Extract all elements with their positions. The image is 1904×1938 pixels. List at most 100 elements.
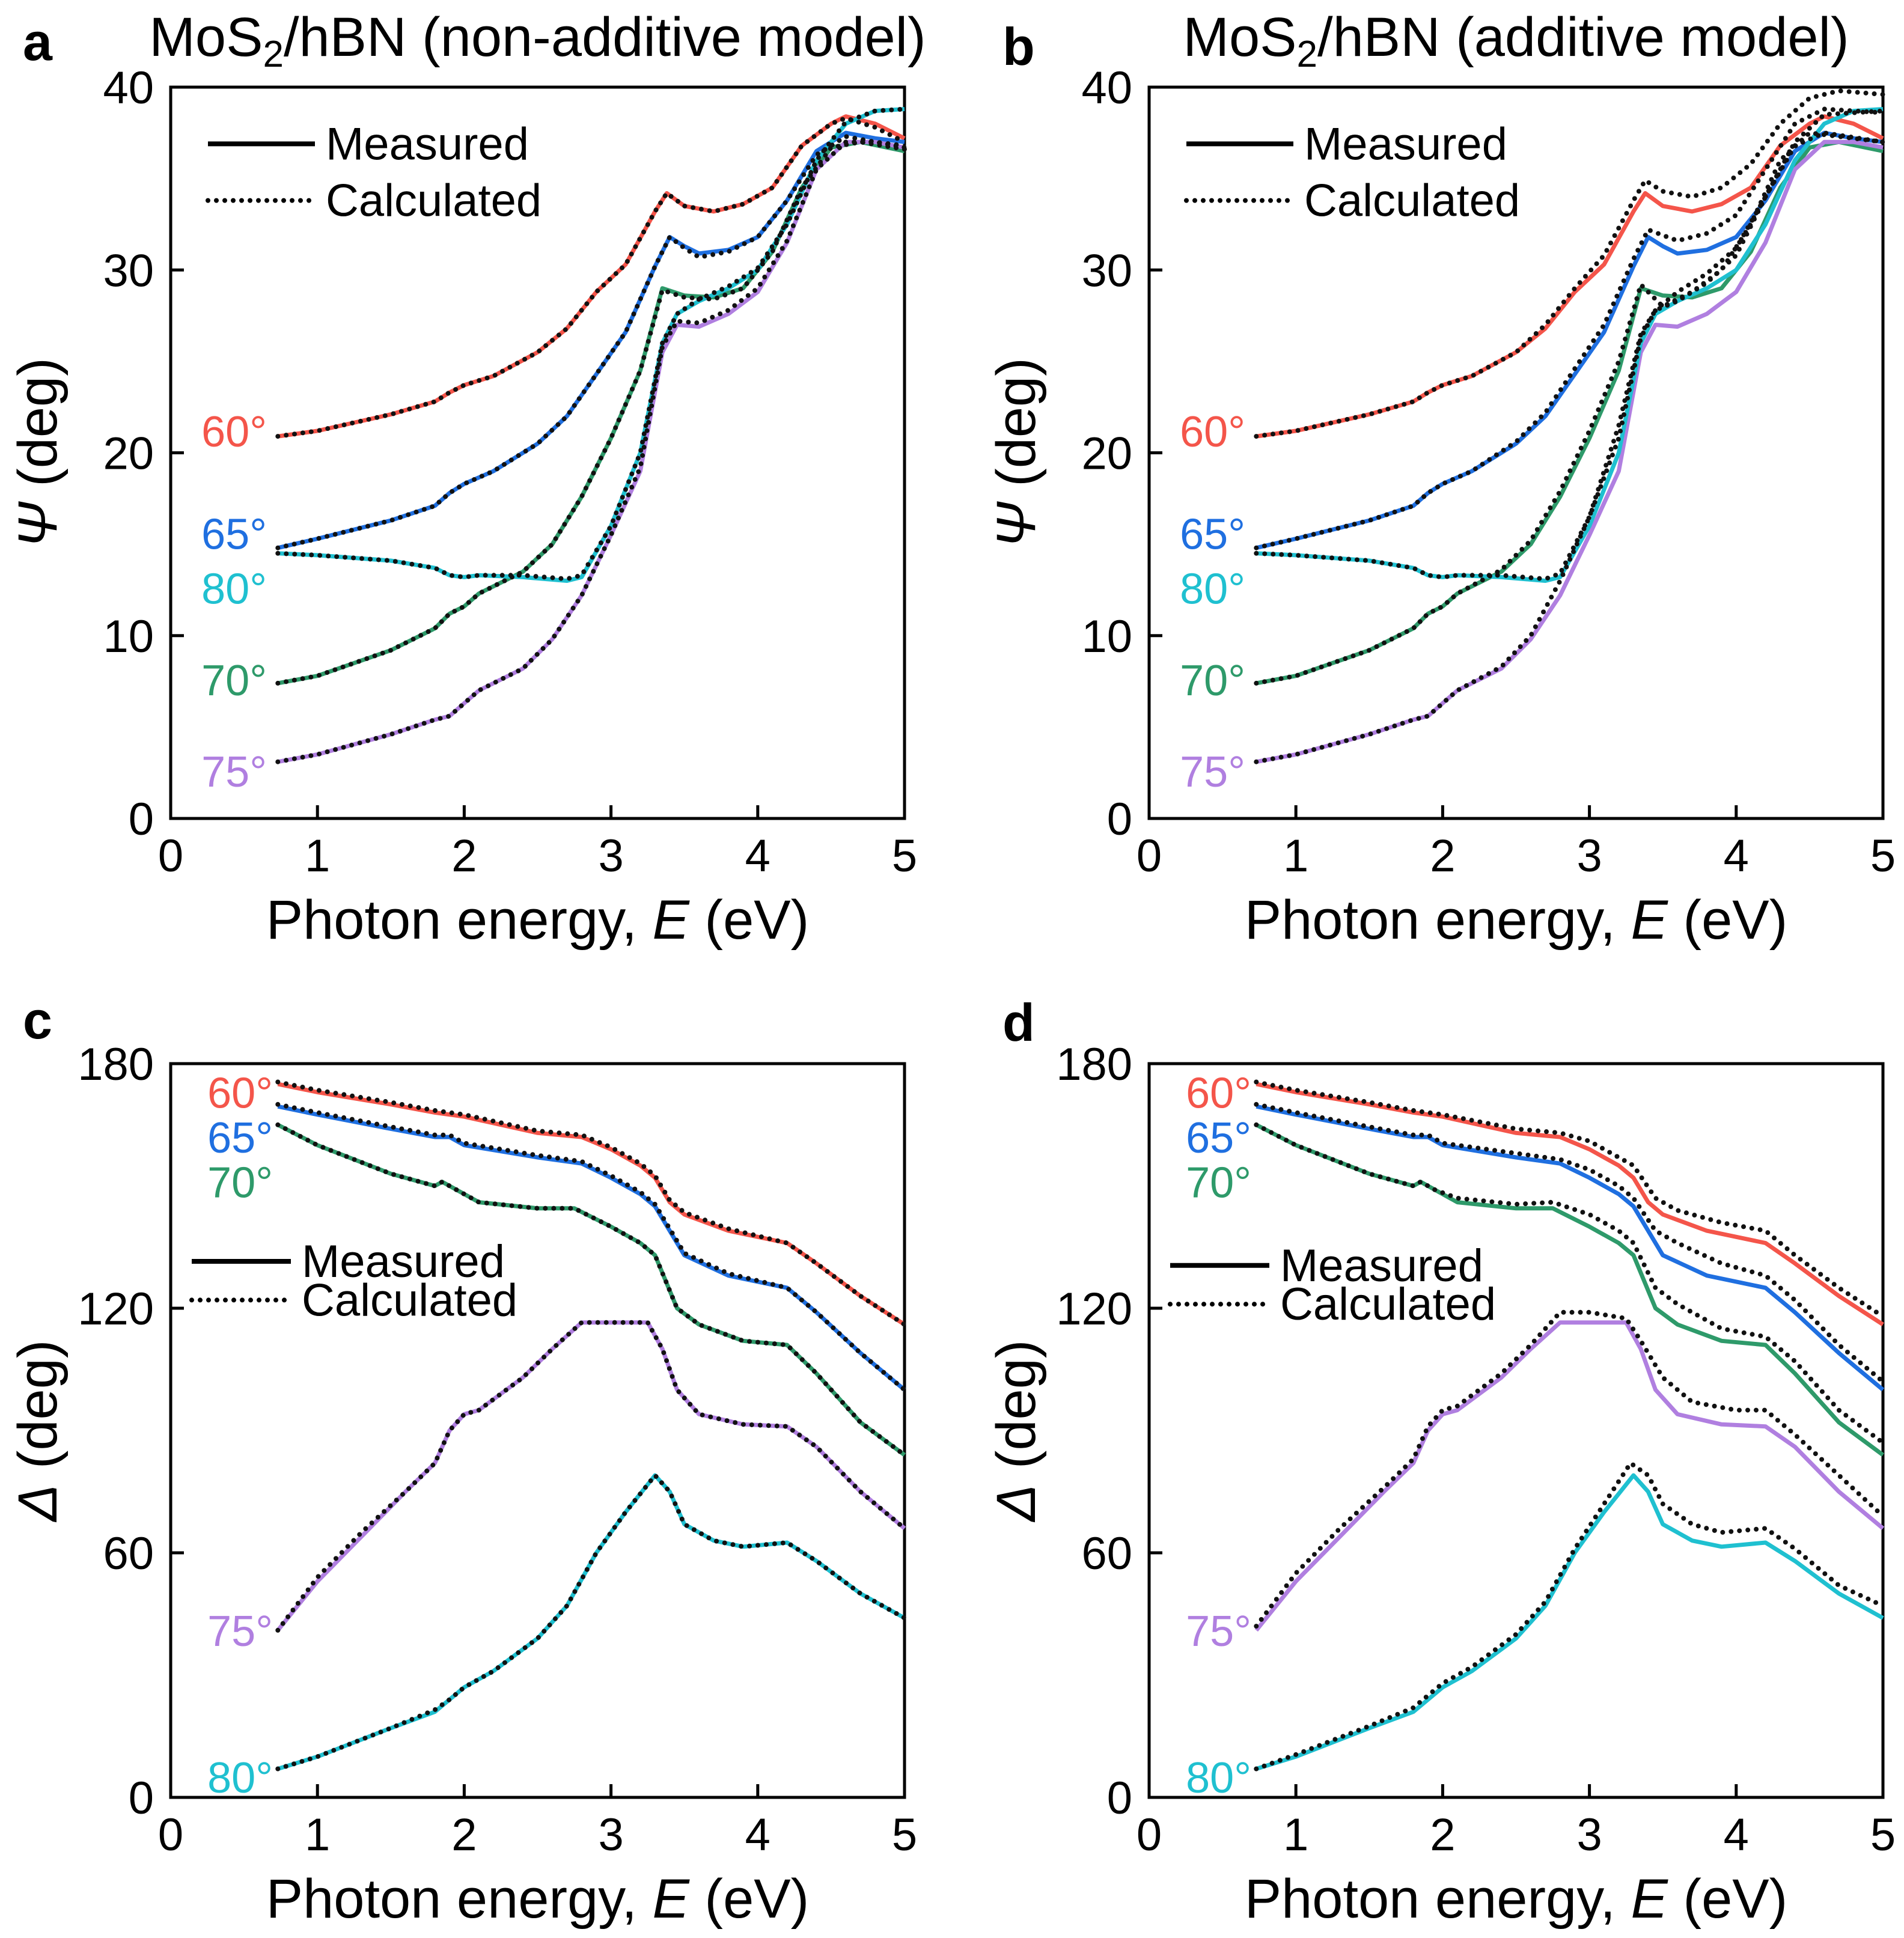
x-axis-unit: (eV) (1668, 889, 1787, 951)
calculated-line-75deg (1254, 1309, 1885, 1629)
calculated-line-60deg (275, 115, 907, 439)
x-tick-label: 4 (1724, 1809, 1749, 1860)
x-tick-label: 1 (1283, 830, 1308, 882)
x-tick-label: 3 (598, 1809, 623, 1860)
angle-label: 75° (1180, 748, 1245, 796)
x-axis-variable: E (653, 889, 691, 951)
x-tick-label: 1 (305, 1809, 330, 1860)
x-axis-label-text: Photon energy, (266, 1868, 653, 1930)
x-axis-label: Photon energy, E (eV) (266, 889, 810, 951)
y-axis-label: Ψ (deg) (986, 358, 1047, 548)
measured-line-80deg (1256, 1473, 1884, 1771)
panel-letter: c (23, 990, 52, 1050)
y-tick-label: 40 (103, 62, 154, 114)
measured-line-75deg (1254, 1320, 1885, 1632)
calculated-line-75deg (1254, 130, 1885, 764)
panel-letter: b (1002, 17, 1035, 76)
angle-label: 65° (1186, 1114, 1251, 1162)
x-tick-label: 4 (1724, 830, 1749, 882)
legend: Measured Calculated (1184, 118, 1520, 227)
y-tick-label: 60 (103, 1528, 154, 1579)
x-tick-label: 0 (1137, 830, 1162, 882)
y-axis-unit: (deg) (7, 358, 69, 502)
y-tick-label: 30 (1081, 245, 1132, 296)
y-tick-label: 40 (1081, 62, 1132, 114)
y-tick-label: 20 (1081, 428, 1132, 480)
x-tick-label: 1 (305, 830, 330, 882)
calculated-line-65deg (275, 1102, 907, 1392)
angle-label: 75° (207, 1607, 273, 1656)
y-tick-label: 10 (1081, 611, 1132, 662)
legend-measured-label: Measured (1304, 118, 1507, 169)
plot-frame (169, 1062, 906, 1799)
y-tick-label: 120 (1056, 1284, 1132, 1335)
x-tick-label: 2 (451, 830, 477, 882)
legend-calculated-label: Calculated (1280, 1279, 1496, 1330)
y-axis-label: Δ (deg) (986, 1339, 1047, 1522)
panel-a: a MoS2/hBN (non-additive model)0 1 2 3 4 50102… (7, 7, 926, 951)
calculated-line-80deg (275, 1471, 907, 1772)
chart-title: MoS2/hBN (non-additive model) (149, 7, 926, 75)
x-tick-label: 1 (1283, 1809, 1308, 1860)
calculated-line-75deg (275, 1320, 907, 1633)
angle-label: 70° (1180, 657, 1245, 705)
calculated-line-80deg (1254, 1460, 1885, 1772)
x-tick-label: 5 (1870, 1809, 1896, 1860)
angle-label: 80° (1180, 565, 1245, 614)
angle-label: 70° (207, 1159, 273, 1207)
x-tick-label: 4 (745, 830, 770, 882)
chart-title: MoS2/hBN (additive model) (1183, 7, 1849, 75)
y-axis-unit: (deg) (7, 1339, 69, 1484)
x-axis-label: Photon energy, E (eV) (1245, 889, 1788, 951)
x-tick-label: 5 (892, 830, 917, 882)
angle-label: 60° (1180, 408, 1245, 456)
legend: Measured Calculated (206, 118, 542, 227)
calculated-line-65deg (275, 133, 907, 550)
y-axis-unit: (deg) (986, 1339, 1047, 1484)
y-axis-unit: (deg) (986, 358, 1047, 502)
y-tick-label: 10 (103, 611, 154, 662)
legend-calculated-label: Calculated (326, 175, 542, 227)
angle-label: 70° (201, 657, 267, 705)
title-text: /hBN (non-additive model) (284, 7, 926, 68)
x-tick-label: 2 (1430, 1809, 1455, 1860)
y-axis-label: Ψ (deg) (7, 358, 69, 548)
x-axis-variable: E (1631, 889, 1669, 951)
x-tick-label: 2 (1430, 830, 1455, 882)
calculated-line-70deg (275, 1122, 907, 1458)
x-axis-variable: E (653, 1868, 691, 1930)
panel-d: d 0 1 2 3 4 5 0 60 120 180 Photon energy, E (eV) Δ (… (986, 993, 1896, 1930)
calculated-line-65deg (1254, 1102, 1885, 1385)
y-axis-variable: Ψ (986, 501, 1047, 548)
angle-label: 75° (1186, 1607, 1251, 1656)
y-tick-label: 0 (1107, 1773, 1132, 1824)
x-tick-label: 5 (1870, 830, 1896, 882)
measured-line-65deg (1256, 1104, 1885, 1392)
y-axis-variable: Ψ (7, 501, 69, 548)
angle-label: 60° (201, 408, 267, 456)
measured-line-75deg (1256, 139, 1884, 764)
calculated-line-75deg (275, 139, 907, 764)
x-tick-label: 4 (745, 1809, 770, 1860)
x-axis-label: Photon energy, E (eV) (266, 1868, 810, 1930)
panel-b: b MoS2/hBN (additive model)0 1 2 3 4 501020304… (986, 7, 1896, 951)
x-tick-label: 0 (1137, 1809, 1162, 1860)
x-tick-label: 3 (1576, 830, 1602, 882)
calculated-line-70deg (1254, 1122, 1885, 1445)
legend-measured-label: Measured (302, 1236, 505, 1287)
angle-label: 70° (1186, 1159, 1251, 1207)
x-axis-label-text: Photon energy, (1245, 889, 1631, 951)
panel-c: c 0 1 2 3 4 5 0 60 120 180 Photon energy, E (eV) Δ (… (7, 990, 917, 1930)
y-tick-label: 0 (129, 1773, 154, 1824)
x-tick-label: 0 (158, 830, 183, 882)
y-tick-label: 0 (129, 794, 154, 845)
plot-frame (1147, 1062, 1885, 1799)
angle-label: 80° (1186, 1754, 1251, 1802)
calculated-line-60deg (1254, 1079, 1885, 1319)
x-axis-label: Photon energy, E (eV) (1245, 1868, 1788, 1930)
title-text: /hBN (additive model) (1317, 7, 1849, 68)
measured-line-60deg (277, 1082, 906, 1327)
x-axis-unit: (eV) (1668, 1868, 1787, 1930)
legend-calculated-label: Calculated (302, 1275, 517, 1326)
